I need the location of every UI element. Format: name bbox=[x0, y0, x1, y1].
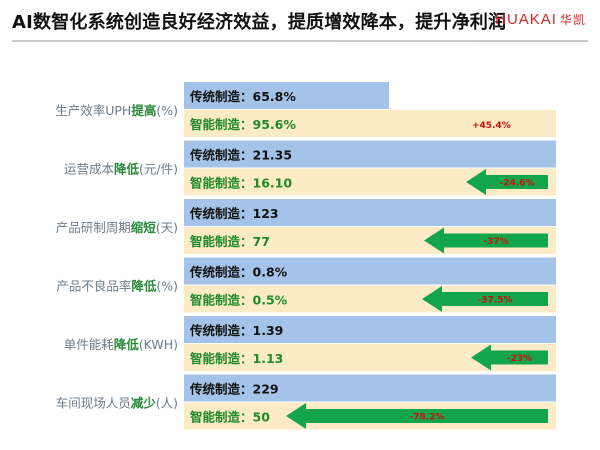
smart-value-label: 智能制造：95.6% bbox=[189, 117, 296, 132]
category-name: 单件能耗 bbox=[64, 337, 115, 352]
decrease-arrow bbox=[422, 286, 548, 312]
category-name: 产品不良品率 bbox=[56, 279, 131, 294]
traditional-bar bbox=[184, 374, 556, 402]
category-label: 产品不良品率降低(%) bbox=[56, 279, 178, 294]
traditional-value-label: 传统制造：1.39 bbox=[189, 323, 283, 338]
category-highlight: 缩短 bbox=[131, 220, 157, 235]
traditional-bar bbox=[184, 316, 556, 343]
category-unit: (KWH) bbox=[139, 337, 178, 352]
traditional-value-label: 传统制造：123 bbox=[189, 206, 279, 221]
traditional-bar bbox=[184, 257, 556, 285]
category-label: 单件能耗降低(KWH) bbox=[64, 337, 178, 352]
brand-name-cn: 华凯 bbox=[559, 13, 586, 27]
category-name: 生产效率UPH bbox=[55, 103, 131, 118]
change-label: +45.4% bbox=[472, 121, 511, 131]
smart-bar bbox=[184, 110, 556, 137]
category-name: 运营成本 bbox=[64, 162, 115, 177]
category-unit: (%) bbox=[156, 103, 178, 118]
category-unit: (人) bbox=[156, 396, 178, 411]
header: AI数智化系统创造良好经济效益，提质增效降本，提升净利润 HUAKAI 华凯 bbox=[0, 0, 600, 48]
traditional-bar bbox=[184, 82, 389, 109]
category-highlight: 降低 bbox=[114, 162, 140, 177]
smart-value-label: 智能制造：1.13 bbox=[189, 351, 283, 366]
category-label: 生产效率UPH提高(%) bbox=[55, 103, 178, 118]
category-label: 运营成本降低(元/件) bbox=[64, 162, 178, 177]
brand-name-en: HUAKAI bbox=[495, 11, 557, 28]
traditional-value-label: 传统制造：65.8% bbox=[189, 89, 296, 104]
traditional-value-label: 传统制造：21.35 bbox=[189, 148, 292, 163]
title-divider bbox=[12, 40, 588, 42]
smart-value-label: 智能制造：50 bbox=[189, 410, 270, 425]
category-unit: (天) bbox=[156, 220, 178, 235]
category-name: 车间现场人员 bbox=[56, 396, 131, 411]
category-label: 车间现场人员减少(人) bbox=[56, 396, 178, 411]
change-label: -37% bbox=[483, 237, 508, 247]
smart-value-label: 智能制造：0.5% bbox=[189, 293, 288, 308]
change-label: -37.5% bbox=[478, 296, 513, 306]
change-label: -78.2% bbox=[410, 413, 445, 423]
traditional-value-label: 传统制造：0.8% bbox=[189, 265, 288, 280]
category-highlight: 提高 bbox=[131, 103, 156, 118]
decrease-arrow bbox=[286, 403, 548, 429]
brand-logo: HUAKAI 华凯 bbox=[495, 11, 586, 28]
page-title: AI数智化系统创造良好经济效益，提质增效降本，提升净利润 bbox=[12, 12, 507, 33]
category-highlight: 降低 bbox=[131, 279, 157, 294]
category-highlight: 降低 bbox=[114, 337, 140, 352]
change-label: -24.6% bbox=[500, 179, 535, 189]
smart-value-label: 智能制造：77 bbox=[189, 234, 270, 249]
category-label: 产品研制周期缩短(天) bbox=[56, 220, 178, 235]
decrease-arrow bbox=[471, 344, 548, 371]
smart-value-label: 智能制造：16.10 bbox=[189, 176, 292, 191]
traditional-value-label: 传统制造：229 bbox=[189, 382, 279, 397]
category-unit: (%) bbox=[156, 279, 178, 294]
category-name: 产品研制周期 bbox=[56, 220, 131, 235]
change-label: -23% bbox=[507, 354, 532, 364]
decrease-arrow bbox=[424, 227, 548, 254]
traditional-bar bbox=[184, 140, 556, 168]
category-unit: (元/件) bbox=[139, 162, 178, 177]
decrease-arrow bbox=[466, 169, 548, 195]
category-highlight: 减少 bbox=[131, 396, 157, 411]
traditional-bar bbox=[184, 199, 556, 226]
